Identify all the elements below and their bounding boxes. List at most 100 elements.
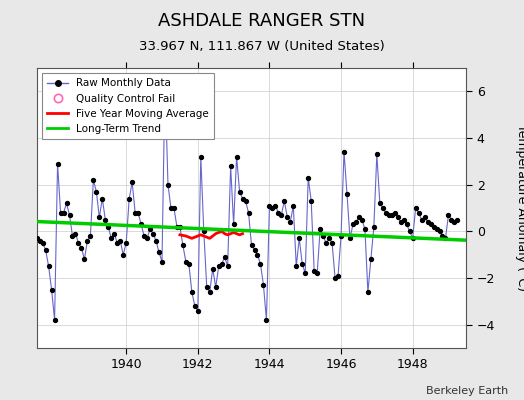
Point: [29, 228, 38, 234]
Point: [200, 228, 208, 234]
Point: [376, 200, 384, 206]
Point: [262, 317, 270, 323]
Point: [110, 230, 118, 237]
Point: [322, 240, 330, 246]
Point: [367, 256, 375, 262]
Point: [20, 205, 29, 211]
Point: [364, 289, 372, 295]
Point: [226, 163, 235, 169]
Point: [53, 160, 62, 167]
Point: [334, 272, 342, 279]
Point: [149, 230, 157, 237]
Text: ASHDALE RANGER STN: ASHDALE RANGER STN: [158, 12, 366, 30]
Point: [32, 235, 41, 242]
Point: [346, 235, 354, 242]
Point: [122, 240, 130, 246]
Point: [47, 286, 56, 293]
Point: [301, 270, 309, 276]
Point: [131, 210, 139, 216]
Point: [146, 226, 154, 232]
Point: [304, 174, 312, 181]
Point: [414, 210, 423, 216]
Point: [253, 252, 261, 258]
Point: [438, 233, 446, 239]
Point: [238, 196, 247, 202]
Point: [27, 214, 35, 220]
Point: [399, 216, 408, 223]
Point: [450, 219, 458, 225]
Point: [95, 214, 104, 220]
Point: [167, 205, 175, 211]
Point: [361, 226, 369, 232]
Point: [402, 221, 411, 228]
Point: [408, 235, 417, 242]
Point: [381, 210, 390, 216]
Point: [453, 216, 462, 223]
Point: [59, 210, 68, 216]
Point: [134, 210, 143, 216]
Point: [217, 261, 226, 267]
Point: [38, 240, 47, 246]
Point: [214, 263, 223, 270]
Point: [203, 284, 211, 290]
Point: [77, 244, 85, 251]
Point: [68, 233, 77, 239]
Point: [242, 198, 250, 204]
Point: [235, 188, 244, 195]
Point: [447, 216, 456, 223]
Point: [444, 212, 453, 218]
Point: [125, 196, 134, 202]
Point: [66, 212, 74, 218]
Point: [74, 240, 83, 246]
Point: [221, 254, 229, 260]
Text: Berkeley Earth: Berkeley Earth: [426, 386, 508, 396]
Point: [161, 76, 169, 83]
Point: [188, 289, 196, 295]
Point: [390, 210, 399, 216]
Point: [143, 235, 151, 242]
Point: [388, 212, 396, 218]
Point: [313, 270, 321, 276]
Point: [86, 233, 94, 239]
Point: [24, 216, 32, 223]
Point: [268, 205, 277, 211]
Point: [259, 282, 268, 288]
Point: [427, 221, 435, 228]
Point: [182, 258, 190, 265]
Point: [92, 188, 101, 195]
Point: [50, 317, 59, 323]
Point: [277, 212, 286, 218]
Point: [140, 233, 148, 239]
Point: [420, 214, 429, 220]
Point: [113, 240, 122, 246]
Point: [184, 261, 193, 267]
Point: [397, 219, 405, 225]
Legend: Raw Monthly Data, Quality Control Fail, Five Year Moving Average, Long-Term Tren: Raw Monthly Data, Quality Control Fail, …: [42, 73, 214, 139]
Point: [394, 214, 402, 220]
Y-axis label: Temperature Anomaly (°C): Temperature Anomaly (°C): [515, 124, 524, 292]
Point: [36, 238, 44, 244]
Point: [379, 205, 387, 211]
Point: [205, 289, 214, 295]
Point: [152, 238, 160, 244]
Point: [265, 202, 274, 209]
Point: [155, 249, 163, 256]
Point: [280, 198, 289, 204]
Point: [369, 224, 378, 230]
Point: [223, 263, 232, 270]
Point: [80, 256, 89, 262]
Point: [256, 261, 265, 267]
Text: 33.967 N, 111.867 W (United States): 33.967 N, 111.867 W (United States): [139, 40, 385, 53]
Point: [244, 210, 253, 216]
Point: [196, 154, 205, 160]
Point: [271, 202, 280, 209]
Point: [355, 214, 363, 220]
Point: [298, 261, 307, 267]
Point: [179, 242, 187, 248]
Point: [41, 247, 50, 253]
Point: [349, 221, 357, 228]
Point: [98, 196, 106, 202]
Point: [89, 177, 97, 183]
Point: [119, 252, 127, 258]
Point: [385, 212, 393, 218]
